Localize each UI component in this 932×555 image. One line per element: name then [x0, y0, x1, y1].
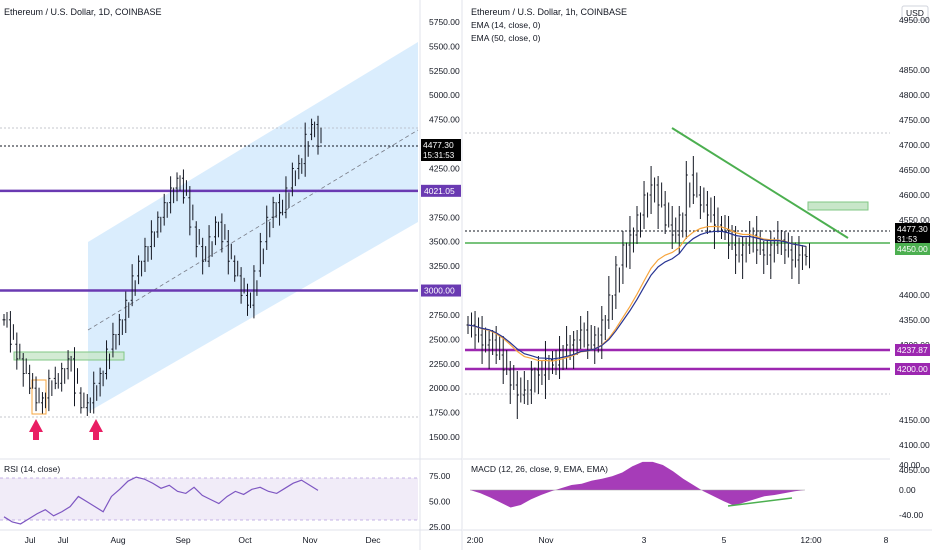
y-tick-label: 2750.00 [429, 310, 460, 320]
y-tick-label: 4050.00 [899, 465, 930, 475]
rsi-tick-label: 75.00 [429, 471, 451, 481]
rsi-tick-label: 50.00 [429, 497, 451, 507]
y-tick-label: 4800.00 [899, 90, 930, 100]
macd-label: MACD (12, 26, close, 9, EMA, EMA) [471, 464, 608, 474]
y-tick-label: 4550.00 [899, 215, 930, 225]
y-tick-label: 5250.00 [429, 66, 460, 76]
x-tick-label: 3 [642, 535, 647, 545]
rsi-tick-label: 25.00 [429, 522, 451, 532]
y-tick-label: 5500.00 [429, 41, 460, 51]
x-tick-label: 5 [722, 535, 727, 545]
macd-tick-label: 0.00 [899, 485, 916, 495]
y-tick-label: 2250.00 [429, 359, 460, 369]
y-tick-label: 4750.00 [899, 115, 930, 125]
up-arrow-icon [29, 419, 43, 440]
divergence-line [727, 497, 793, 507]
y-tick-label: 5750.00 [429, 17, 460, 27]
chart-title: Ethereum / U.S. Dollar, 1D, COINBASE [4, 7, 162, 17]
y-tick-label: 4850.00 [899, 65, 930, 75]
y-tick-label: 4600.00 [899, 190, 930, 200]
currency-badge [901, 5, 929, 21]
x-tick-label: 2:00 [467, 535, 484, 545]
up-arrow-icon [89, 419, 103, 440]
y-tick-label: 4100.00 [899, 440, 930, 450]
level-tag-label: 4200.00 [897, 364, 928, 374]
rsi-label: RSI (14, close) [4, 464, 60, 474]
last-price-tag [895, 223, 930, 245]
level-tag [895, 344, 930, 356]
level-tag-label: 4021.05 [424, 186, 455, 196]
price-channel [88, 42, 418, 412]
level-tag-label: 4450.00 [897, 244, 928, 254]
y-tick-label: 3500.00 [429, 237, 460, 247]
level-tag-label: 4237.87 [897, 345, 928, 355]
y-tick-label: 4350.00 [899, 315, 930, 325]
x-tick-label: Jul [58, 535, 69, 545]
green-zone-box [807, 201, 869, 211]
ema-14-line [467, 225, 807, 362]
y-tick-label: 3750.00 [429, 212, 460, 222]
countdown-label: 31:53 [897, 235, 918, 244]
chart-title: Ethereum / U.S. Dollar, 1h, COINBASE [471, 7, 627, 17]
ema-14-legend: EMA (14, close, 0) [471, 20, 541, 30]
y-tick-label: 3250.00 [429, 261, 460, 271]
rsi-line [3, 476, 319, 525]
trendline-resistance [671, 127, 849, 239]
countdown-label: 15:31:53 [423, 151, 455, 160]
level-tag [421, 284, 461, 297]
green-zone-box [13, 351, 125, 361]
y-tick-label: 1750.00 [429, 408, 460, 418]
x-tick-label: Dec [365, 535, 381, 545]
level-tag-label: 3000.00 [424, 286, 455, 296]
y-tick-label: 2500.00 [429, 334, 460, 344]
y-tick-label: 1500.00 [429, 432, 460, 442]
last-price-tag [421, 139, 461, 161]
x-tick-label: Nov [302, 535, 318, 545]
x-tick-label: Nov [538, 535, 554, 545]
channel-midline [87, 129, 419, 331]
x-tick-label: Sep [175, 535, 190, 545]
y-tick-label: 4950.00 [899, 15, 930, 25]
y-tick-label: 4400.00 [899, 290, 930, 300]
macd-histogram-area [470, 461, 805, 508]
y-tick-label: 4150.00 [899, 415, 930, 425]
x-tick-label: Aug [110, 535, 125, 545]
y-tick-label: 5000.00 [429, 90, 460, 100]
macd-tick-label: -40.00 [899, 510, 923, 520]
low-zone-box [31, 379, 47, 415]
x-tick-label: Oct [238, 535, 252, 545]
level-tag [895, 243, 930, 255]
last-price-label: 4477.30 [897, 224, 928, 234]
level-tag [421, 184, 461, 197]
ema-50-legend: EMA (50, close, 0) [471, 33, 541, 43]
y-tick-label: 4650.00 [899, 165, 930, 175]
x-tick-label: 12:00 [800, 535, 822, 545]
macd-tick-label: 40.00 [899, 460, 921, 470]
x-tick-label: Jul [25, 535, 36, 545]
last-price-label: 4477.30 [423, 140, 454, 150]
y-tick-label: 4250.00 [429, 163, 460, 173]
y-tick-label: 4750.00 [429, 115, 460, 125]
x-tick-label: 8 [884, 535, 889, 545]
y-tick-label: 4700.00 [899, 140, 930, 150]
ema-50-line [467, 230, 807, 360]
y-tick-label: 2000.00 [429, 383, 460, 393]
currency-label: USD [906, 8, 924, 18]
level-tag [895, 363, 930, 375]
